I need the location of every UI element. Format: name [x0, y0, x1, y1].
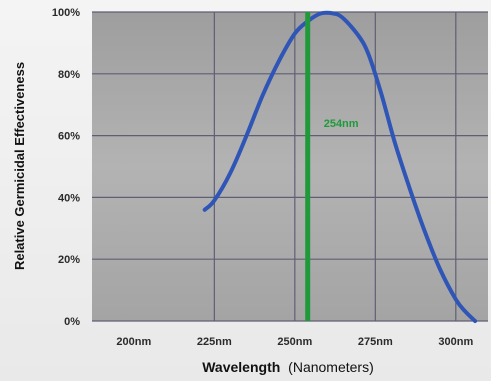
- grid-lines: [92, 11, 488, 322]
- x-tick-labels: 200nm 225nm 250nm 275nm 300nm: [116, 336, 473, 348]
- x-axis-title-unit: (Nanometers): [288, 359, 374, 375]
- marker-label: 254nm: [324, 118, 359, 130]
- y-tick-label: 0%: [64, 316, 80, 328]
- x-tick-label: 275nm: [358, 336, 393, 348]
- y-tick-label: 20%: [58, 254, 80, 266]
- x-tick-label: 200nm: [116, 336, 151, 348]
- x-tick-label: 300nm: [438, 336, 473, 348]
- series-layer: [202, 10, 478, 323]
- x-axis-title: Wavelength (Nanometers): [202, 359, 374, 375]
- y-tick-labels: 0% 20% 40% 60% 80% 100%: [52, 7, 80, 328]
- effectiveness-curve: [202, 10, 478, 323]
- plot-area: [92, 12, 488, 321]
- x-axis-title-bold: Wavelength: [202, 359, 280, 375]
- y-tick-label: 100%: [52, 7, 80, 19]
- y-tick-label: 60%: [58, 131, 80, 143]
- y-axis-title: Relative Germicidal Effectiveness: [12, 62, 27, 270]
- y-tick-label: 80%: [58, 69, 80, 81]
- y-tick-label: 40%: [58, 192, 80, 204]
- x-tick-label: 250nm: [277, 336, 312, 348]
- x-tick-label: 225nm: [197, 336, 232, 348]
- wavelength-marker: 254nm: [305, 12, 359, 321]
